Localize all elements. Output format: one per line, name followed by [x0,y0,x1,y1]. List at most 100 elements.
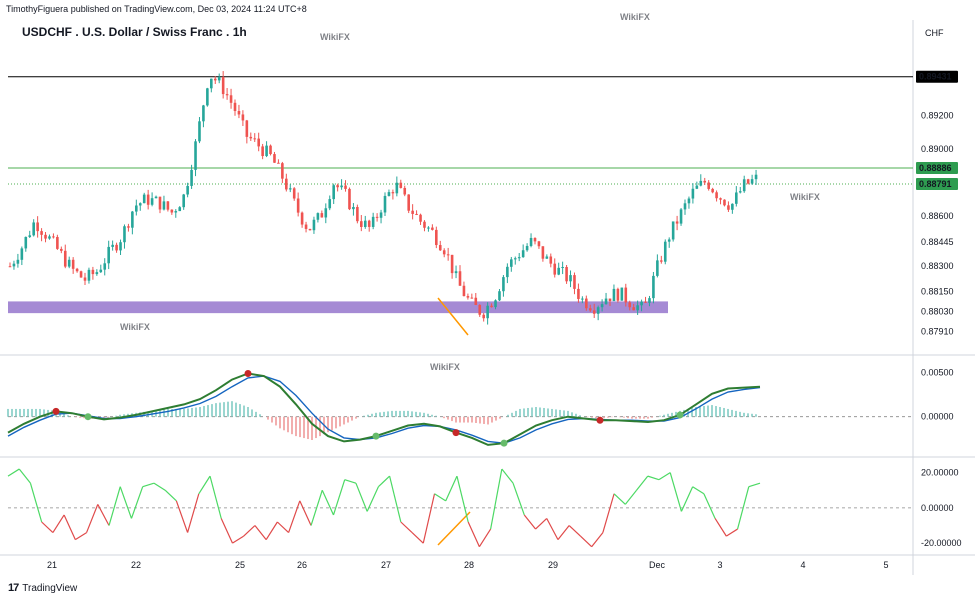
candle-body [174,211,178,213]
osc-segment [647,475,660,481]
candle-body [348,188,351,210]
candle-body [206,88,209,106]
osc-segment [523,514,536,530]
candle-body [237,111,241,115]
candlesticks [8,71,758,325]
candle-body [344,185,347,189]
price-tick-label: 0.88150 [921,286,954,296]
candle-body [427,227,430,229]
candle-body [103,263,107,270]
candle-body [569,275,572,282]
osc-segment [108,486,121,526]
candle-body [202,105,205,122]
price-tick-label: 0.89200 [921,110,954,120]
candle-body [99,269,103,273]
osc-segment [299,500,312,526]
candle-body [553,263,557,275]
candle-body [44,234,47,239]
candle-body [142,194,146,204]
candle-body [162,201,166,210]
osc-segment [669,472,683,512]
candle-body [229,95,233,103]
candle-body [513,258,517,260]
candle-body [695,185,699,189]
candle-body [652,275,655,299]
candle-body [87,269,91,281]
candle-body [395,182,399,194]
osc-segment [355,482,368,512]
watermark-text: WikiFX [620,12,650,22]
osc-segment [29,483,43,523]
candle-body [541,246,545,259]
candle-body [521,250,525,258]
price-tick-label: 0.88030 [921,306,954,316]
candle-body [699,180,703,186]
candle-body [63,250,67,267]
candle-body [67,259,71,267]
candle-body [371,216,375,227]
candle-body [166,201,170,210]
tradingview-logo[interactable]: 17 TradingView [8,582,77,594]
candle-body [438,245,442,251]
candle-body [210,78,213,89]
candle-body [178,207,182,212]
candle-body [158,196,162,210]
candle-body [8,266,12,268]
candle-body [600,304,604,308]
macd-cross-marker [52,407,60,415]
candle-body [667,239,671,242]
macd-tick-label: 0.00500 [921,368,954,378]
osc-segment [411,532,424,544]
candle-body [60,248,63,251]
candle-body [91,269,95,275]
osc-segment [613,493,626,505]
osc-segment [153,482,166,491]
candle-body [107,246,110,264]
osc-segment [714,518,727,537]
candle-body [612,288,616,302]
osc-segment [220,518,234,544]
candle-body [320,213,324,218]
candle-body [581,298,584,300]
annotations [437,297,471,546]
candle-body [24,236,28,249]
candle-body [632,307,635,311]
candle-body [490,305,493,308]
price-tick-label: 0.87910 [921,327,954,337]
candle-body [442,250,446,255]
osc-segment [512,482,525,516]
osc-segment [232,535,245,544]
time-tick-label: 21 [47,560,57,570]
candle-body [36,222,39,232]
candle-body [462,285,466,297]
candle-body [296,198,300,213]
osc-segment [276,521,290,534]
candle-body [573,275,576,289]
candle-body [233,102,237,112]
osc-segment [703,493,716,519]
candle-body [577,288,580,299]
osc-segment [602,493,615,533]
candle-body [494,300,497,308]
candle-body [498,291,501,301]
candle-body [675,221,679,224]
candle-body [719,198,722,200]
watermark-text: WikiFX [320,32,350,42]
candle-body [257,138,260,147]
candle-body [363,220,367,227]
support-zone-rect [8,301,668,314]
candle-body [727,205,730,210]
macd-cross-marker [596,416,604,424]
candle-body [474,297,478,305]
candle-body [115,244,118,251]
osc-segment [288,500,301,533]
candle-body [679,209,683,224]
candle-body [683,203,687,210]
macd-tick-label: 0.00000 [921,412,954,422]
osc-segment [142,482,155,488]
candle-body [387,192,391,196]
candle-body [585,298,588,309]
osc-segment [86,504,99,533]
candle-body [269,145,272,155]
